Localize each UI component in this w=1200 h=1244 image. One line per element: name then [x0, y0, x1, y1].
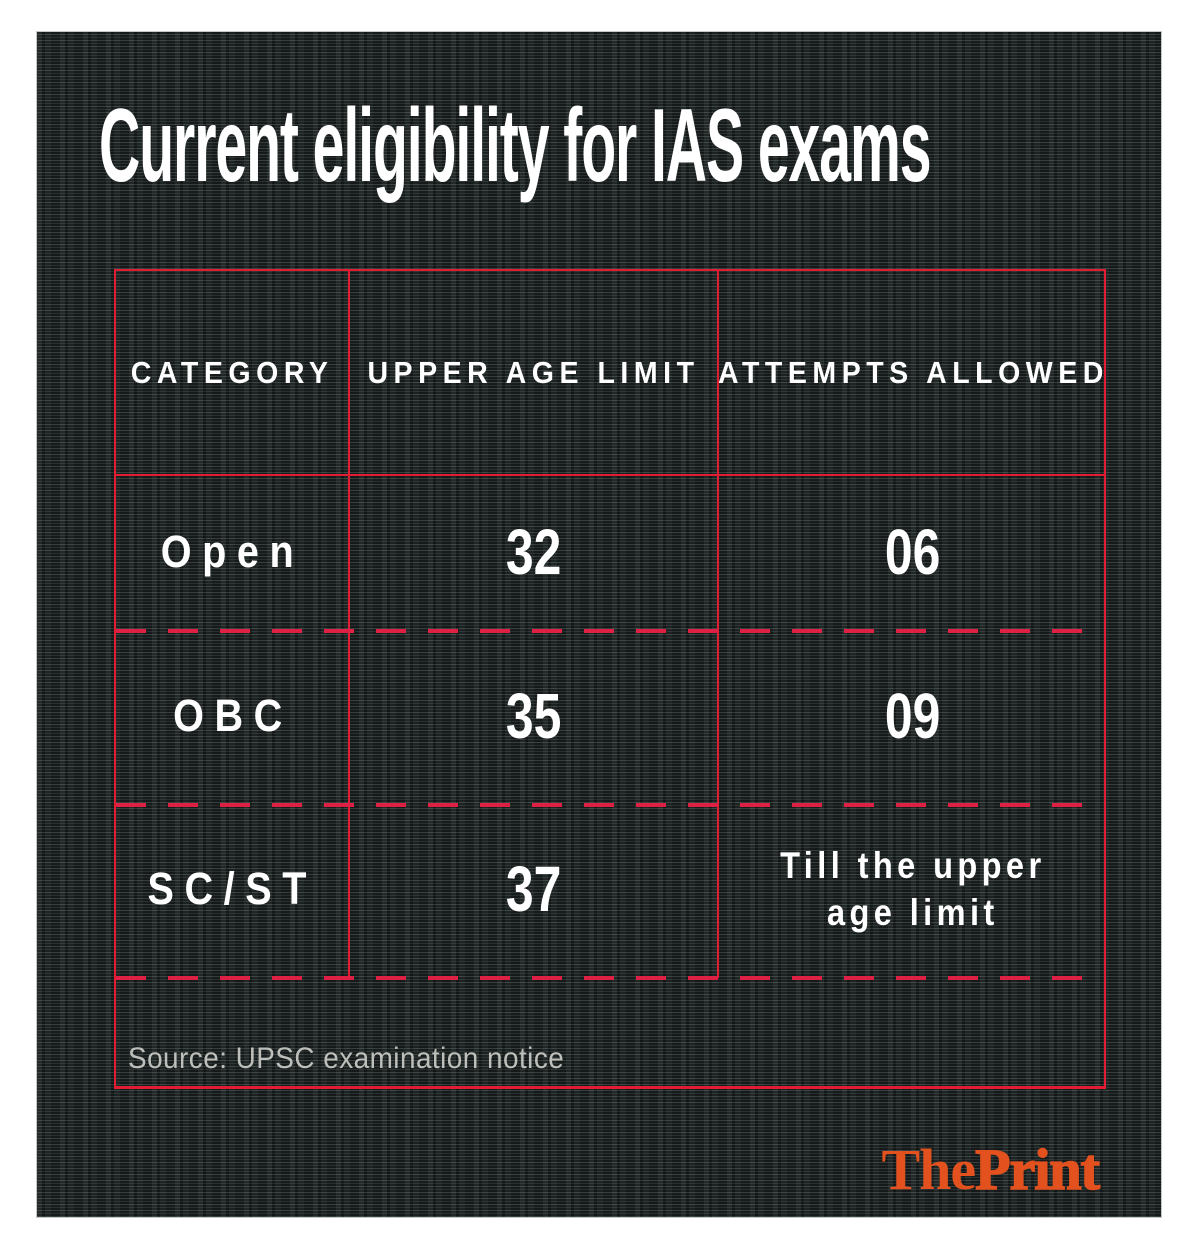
textured-panel: Current eligibility for IAS exams CATEGO… — [36, 31, 1162, 1218]
table-row-scst-attempts: Till the upper age limit — [718, 803, 1108, 975]
attempts-open-value: 06 — [885, 515, 941, 588]
column-header-attempts-allowed: ATTEMPTS ALLOWED — [718, 271, 1108, 474]
column-divider-2 — [717, 271, 719, 978]
category-obc-label: OBC — [172, 690, 293, 741]
column-divider-1 — [348, 271, 350, 978]
header-rule — [116, 474, 1104, 476]
age-obc-value: 35 — [505, 680, 562, 752]
table-row-scst-age: 37 — [349, 803, 718, 975]
column-header-upper-age-limit-label: UPPER AGE LIMIT — [367, 354, 700, 390]
category-scst-label: SC/ST — [147, 863, 318, 914]
table-row-obc-attempts: 09 — [718, 629, 1108, 803]
page-title: Current eligibility for IAS exams — [99, 88, 932, 204]
age-open-value: 32 — [505, 515, 562, 588]
age-scst-value: 37 — [505, 853, 562, 925]
source-note-label: Source: UPSC examination notice — [128, 1042, 565, 1075]
row-divider-dashed-2 — [116, 803, 1104, 807]
theprint-logo: ThePrint — [881, 1137, 1100, 1202]
column-header-attempts-allowed-label: ATTEMPTS ALLOWED — [717, 354, 1109, 390]
theprint-logo-print: Print — [974, 1137, 1100, 1202]
column-header-category-label: CATEGORY — [131, 354, 334, 390]
attempts-scst-value: Till the upper age limit — [780, 844, 1046, 933]
table-row-open-category: Open — [116, 474, 349, 629]
eligibility-table: CATEGORY UPPER AGE LIMIT ATTEMPTS ALLOWE… — [114, 269, 1106, 1089]
category-open-label: Open — [160, 525, 305, 577]
attempts-obc-value: 09 — [885, 680, 941, 752]
table-row-obc-category: OBC — [116, 629, 349, 803]
column-header-category: CATEGORY — [116, 271, 349, 474]
table-row-obc-age: 35 — [349, 629, 718, 803]
source-note: Source: UPSC examination notice — [116, 975, 1108, 1086]
table-row-open-attempts: 06 — [718, 474, 1108, 629]
table-row-open-age: 32 — [349, 474, 718, 629]
row-divider-dashed-3 — [116, 976, 1104, 980]
column-header-upper-age-limit: UPPER AGE LIMIT — [349, 271, 718, 474]
row-divider-dashed-1 — [116, 629, 1104, 633]
theprint-logo-the: The — [881, 1137, 976, 1202]
table-row-scst-category: SC/ST — [116, 803, 349, 975]
